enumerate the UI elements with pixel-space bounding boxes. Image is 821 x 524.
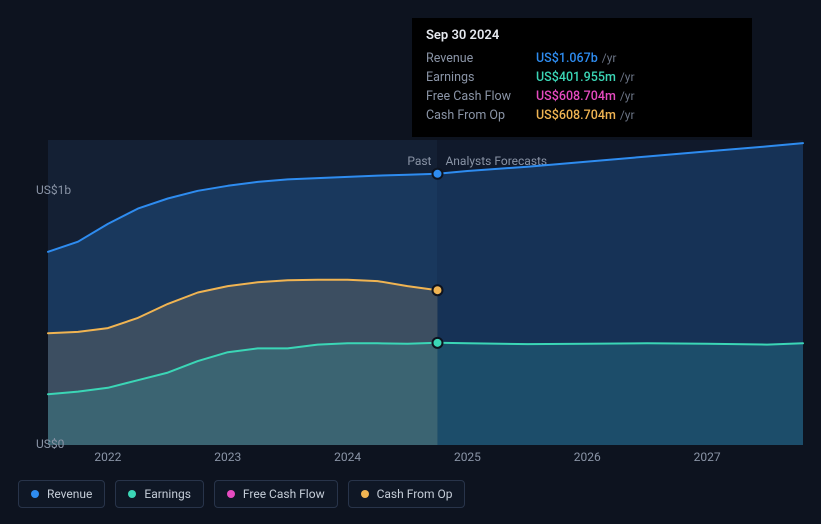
tooltip-unit: /yr [620,108,635,122]
tooltip-row: EarningsUS$401.955m/yr [426,68,738,87]
plot-area[interactable]: Past Analysts Forecasts [48,140,803,445]
x-tick-label: 2025 [454,450,481,464]
y-tick-label: US$0 [36,437,64,451]
x-tick-label: 2023 [214,450,241,464]
legend-swatch [31,490,39,498]
tooltip-unit: /yr [620,70,635,84]
chart-svg [48,140,803,445]
data-tooltip: Sep 30 2024 RevenueUS$1.067b/yrEarningsU… [412,18,752,137]
tooltip-rows: RevenueUS$1.067b/yrEarningsUS$401.955m/y… [426,49,738,125]
legend-item-earnings[interactable]: Earnings [115,480,204,508]
x-tick-label: 2022 [94,450,121,464]
tooltip-metric-value: US$1.067b [536,51,598,66]
legend-swatch [361,490,369,498]
tooltip-metric-label: Earnings [426,70,536,85]
revenue-marker [432,169,442,179]
legend-swatch [128,490,136,498]
cfo-marker [432,285,442,295]
tooltip-metric-value: US$608.704m [536,108,616,123]
legend-swatch [227,490,235,498]
x-tick-label: 2024 [334,450,361,464]
legend-item-revenue[interactable]: Revenue [18,480,105,508]
tooltip-unit: /yr [602,51,617,65]
legend-label: Revenue [47,487,92,501]
tooltip-metric-value: US$608.704m [536,89,616,104]
tooltip-unit: /yr [620,89,635,103]
tooltip-metric-label: Revenue [426,51,536,66]
legend: Revenue Earnings Free Cash Flow Cash From O… [18,480,465,508]
x-tick-label: 2026 [574,450,601,464]
x-tick-label: 2027 [694,450,721,464]
tooltip-date: Sep 30 2024 [426,28,738,43]
tooltip-metric-value: US$401.955m [536,70,616,85]
tooltip-row: Free Cash FlowUS$608.704m/yr [426,87,738,106]
earnings-marker [432,338,442,348]
tooltip-row: RevenueUS$1.067b/yr [426,49,738,68]
revenue-area [48,143,803,445]
legend-label: Earnings [144,487,191,501]
tooltip-metric-label: Cash From Op [426,108,536,123]
legend-label: Cash From Op [377,487,453,501]
tooltip-row: Cash From OpUS$608.704m/yr [426,106,738,125]
legend-item-fcf[interactable]: Free Cash Flow [214,480,338,508]
x-axis-ticks: 2022 2023 2024 2025 2026 2027 [48,450,803,470]
tooltip-metric-label: Free Cash Flow [426,89,536,104]
legend-label: Free Cash Flow [243,487,325,501]
legend-item-cfo[interactable]: Cash From Op [348,480,466,508]
y-tick-label: US$1b [36,183,71,197]
